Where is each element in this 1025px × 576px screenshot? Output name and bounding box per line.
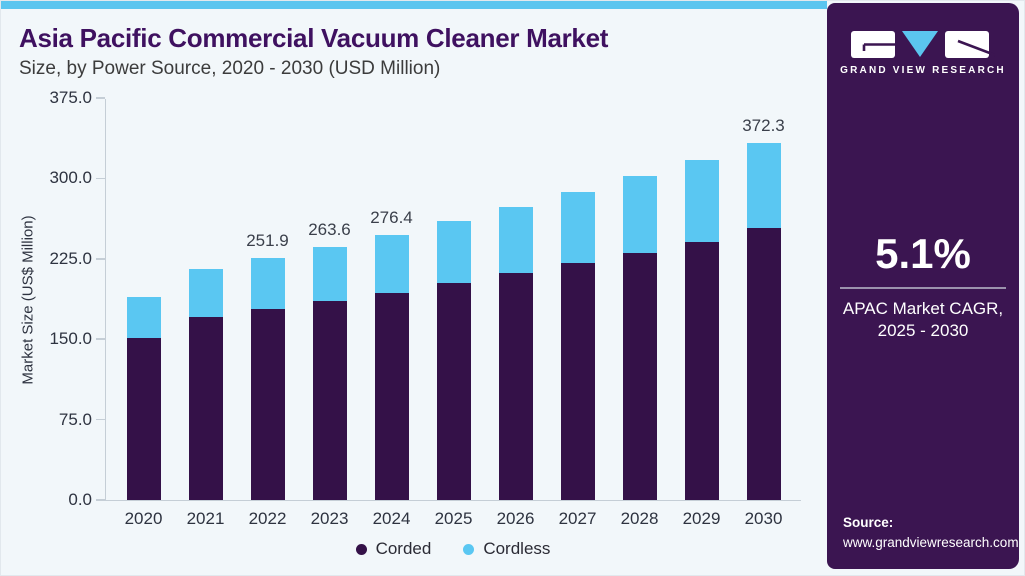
y-axis-tick-label: 300.0	[49, 168, 92, 188]
x-axis-label-2022: 2022	[248, 509, 287, 528]
y-axis-tick	[96, 258, 105, 260]
bar-segment-corded-2023	[312, 300, 347, 500]
page-title: Asia Pacific Commercial Vacuum Cleaner M…	[19, 23, 609, 53]
bar-segment-cordless-2028	[622, 176, 657, 254]
bar-segment-corded-2025	[436, 282, 471, 500]
x-axis-label-2026: 2026	[496, 509, 535, 528]
x-axis-label-2021: 2021	[186, 509, 225, 528]
y-axis-tick-label: 225.0	[49, 248, 92, 268]
x-axis-label-2025: 2025	[434, 509, 473, 528]
legend-label-corded: Corded	[375, 539, 432, 558]
logo-wordmark: GRAND VIEW RESEARCH	[840, 65, 1006, 76]
bar-segment-corded-2021	[188, 316, 223, 500]
bar-segment-corded-2026	[498, 272, 533, 500]
legend-swatch-cordless	[463, 543, 475, 555]
bar-segment-cordless-2027	[560, 191, 595, 264]
legend-item-corded: Corded	[355, 539, 432, 559]
bar-segment-cordless-2020	[126, 296, 161, 338]
y-axis-tick	[96, 177, 105, 180]
page-subtitle: Size, by Power Source, 2020 - 2030 (USD …	[19, 58, 441, 80]
x-axis-label-2023: 2023	[310, 509, 349, 528]
legend-label-cordless: Cordless	[483, 539, 551, 558]
gvr-logo: GRAND VIEW RESEARCH	[827, 31, 1019, 76]
stacked-bar-2022	[250, 258, 285, 500]
logo-g-icon	[851, 31, 895, 58]
bar-segment-cordless-2021	[188, 268, 223, 317]
bar-segment-corded-2029	[684, 241, 719, 500]
stacked-bar-2020	[126, 296, 161, 500]
bar-segment-corded-2028	[622, 253, 657, 500]
source-block: Source: www.grandviewresearch.com	[843, 513, 1019, 553]
bar-segment-cordless-2030	[746, 142, 781, 229]
bar-segment-corded-2027	[560, 263, 595, 500]
bar-segment-cordless-2029	[684, 159, 719, 242]
logo-r-icon	[945, 31, 995, 58]
stacked-bar-2023	[312, 246, 347, 500]
bar-segment-corded-2020	[126, 337, 161, 500]
stacked-bar-2027	[560, 191, 595, 500]
stacked-bar-2030	[746, 142, 781, 500]
cagr-divider	[840, 287, 1006, 289]
stacked-bar-2026	[498, 206, 533, 500]
bar-total-label-2024: 276.4	[370, 207, 413, 227]
y-axis-tick	[96, 338, 105, 340]
cagr-block: 5.1% APAC Market CAGR, 2025 - 2030	[827, 230, 1019, 342]
bar-segment-cordless-2025	[436, 221, 471, 283]
gvr-logo-blocks	[827, 31, 1019, 58]
y-axis-title: Market Size (US$ Million)	[19, 215, 37, 385]
bar-segment-corded-2022	[250, 308, 285, 500]
legend-swatch-corded	[355, 543, 367, 555]
x-axis-label-2027: 2027	[558, 509, 597, 528]
brand-sidebar: GRAND VIEW RESEARCH 5.1% APAC Market CAG…	[827, 3, 1019, 569]
stacked-bar-2021	[188, 268, 223, 500]
bar-total-label-2030: 372.3	[742, 115, 785, 135]
y-axis-tick	[96, 97, 105, 99]
y-axis-tick	[96, 499, 105, 501]
y-axis-tick-label: 150.0	[49, 329, 92, 349]
top-accent-strip	[1, 1, 827, 9]
cagr-label-line1: APAC Market CAGR,	[842, 298, 1004, 318]
source-label: Source:	[843, 515, 894, 530]
bar-segment-cordless-2022	[250, 258, 285, 309]
y-axis-tick-label: 375.0	[49, 88, 92, 107]
x-axis-label-2028: 2028	[620, 509, 659, 528]
bar-segment-corded-2030	[746, 228, 781, 500]
source-url: www.grandviewresearch.com	[843, 535, 1019, 550]
stacked-bar-2029	[684, 159, 719, 500]
bar-total-label-2023: 263.6	[308, 219, 351, 239]
bar-segment-corded-2024	[374, 292, 409, 500]
logo-v-icon	[902, 31, 938, 57]
stacked-bar-2028	[622, 176, 657, 500]
cagr-label-line2: 2025 - 2030	[877, 320, 969, 340]
cagr-value: 5.1%	[875, 230, 971, 277]
x-axis-label-2030: 2030	[744, 509, 783, 528]
stacked-bar-2024	[374, 234, 409, 500]
bar-segment-cordless-2024	[374, 234, 409, 293]
legend-item-cordless: Cordless	[463, 539, 550, 559]
x-axis-label-2024: 2024	[372, 509, 411, 528]
bar-segment-cordless-2023	[312, 246, 347, 301]
plot-area: 0.0 75.0 150.0 225.0 300.0 375.0 2020 2021 251.9…	[49, 88, 801, 528]
x-axis-label-2029: 2029	[682, 509, 721, 528]
bar-segment-cordless-2026	[498, 206, 533, 273]
y-axis-tick-label: 75.0	[58, 409, 92, 429]
stacked-bar-2025	[436, 221, 471, 500]
chart-header: Asia Pacific Commercial Vacuum Cleaner M…	[19, 23, 809, 80]
y-axis-tick-label: 0.0	[68, 490, 92, 509]
x-axis-label-2020: 2020	[124, 509, 163, 528]
y-axis-tick	[96, 418, 105, 421]
bar-total-label-2022: 251.9	[246, 231, 289, 251]
chart-legend: Corded Cordless	[105, 539, 801, 559]
